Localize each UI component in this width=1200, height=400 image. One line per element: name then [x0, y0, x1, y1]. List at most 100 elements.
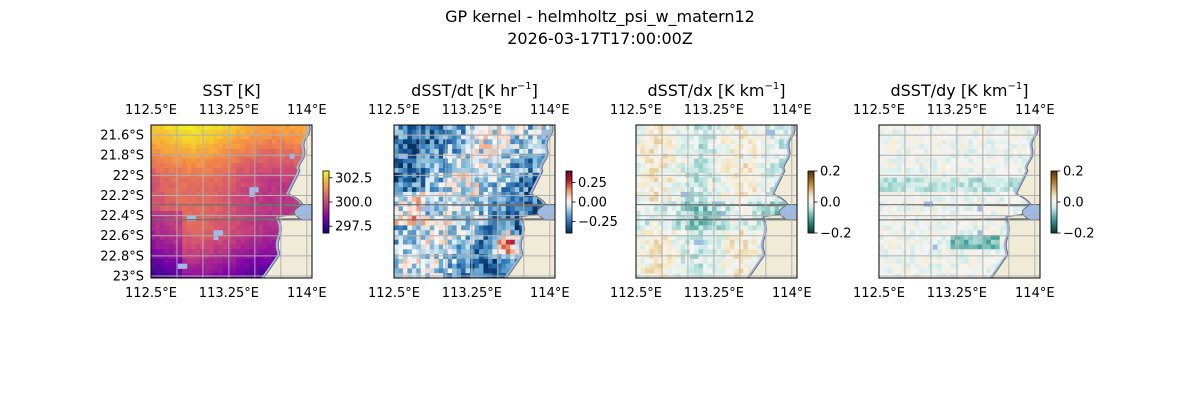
heatmap-cell: [222, 144, 228, 150]
heatmap-cell: [752, 177, 758, 183]
heatmap-cell: [738, 268, 744, 274]
heatmap-cell: [923, 220, 929, 226]
heatmap-cell: [155, 211, 161, 217]
heatmap-cell: [1022, 168, 1027, 174]
heatmap-cell: [941, 158, 947, 164]
colorbar-segment: [566, 210, 572, 213]
heatmap-cell: [671, 249, 677, 255]
heatmap-cell: [240, 230, 246, 236]
heatmap-cell: [425, 187, 431, 193]
heatmap-cell: [231, 244, 237, 250]
heatmap-cell: [514, 220, 520, 226]
colorbar-segment: [566, 183, 572, 186]
heatmap-cell: [474, 220, 480, 226]
heatmap-cell: [514, 196, 520, 202]
heatmap-cell: [483, 230, 489, 236]
heatmap-cell: [222, 254, 228, 260]
heatmap-cell: [483, 211, 489, 217]
heatmap-cell: [937, 148, 943, 155]
heatmap-cell: [892, 244, 898, 250]
heatmap-cell: [644, 144, 650, 150]
heatmap-cell: [262, 211, 268, 217]
heatmap-cell: [761, 225, 767, 231]
heatmap-cell: [474, 230, 480, 236]
heatmap-cell: [914, 230, 920, 236]
colorbar-segment: [1051, 179, 1057, 182]
heatmap-cell: [235, 158, 241, 164]
heatmap-cell: [905, 129, 911, 135]
heatmap-cell: [743, 196, 749, 202]
colorbar-segment: [323, 218, 329, 221]
heatmap-cell: [910, 249, 916, 255]
lon-tick-label-bottom: 113.25°E: [927, 286, 987, 301]
heatmap-cell: [887, 148, 893, 155]
colorbar-segment: [1051, 193, 1057, 197]
heatmap-cell: [204, 254, 210, 260]
heatmap-cell: [662, 196, 668, 202]
heatmap-cell: [972, 258, 978, 265]
heatmap-cell: [901, 230, 907, 236]
heatmap-cell: [972, 187, 978, 193]
heatmap-cell: [209, 234, 215, 241]
heatmap-cell: [222, 182, 228, 188]
colorbar-tick-label: −0.2: [1063, 227, 1095, 242]
heatmap-cell: [703, 230, 708, 236]
heatmap-cell: [240, 196, 246, 202]
heatmap-cell: [523, 187, 529, 193]
heatmap-cell: [914, 158, 920, 164]
heatmap-cell: [151, 230, 156, 236]
heatmap-cell: [959, 134, 965, 140]
heatmap-cell: [743, 263, 749, 269]
heatmap-cell: [514, 206, 520, 212]
heatmap-cell: [747, 206, 753, 212]
heatmap-cell: [747, 177, 753, 183]
colorbar-segment: [566, 177, 572, 180]
heatmap-cell: [747, 211, 753, 217]
heatmap-cell: [425, 125, 431, 131]
heatmap-cell: [416, 148, 422, 155]
heatmap-cell: [774, 177, 780, 183]
heatmap-cell: [452, 254, 458, 260]
heatmap-cell: [770, 134, 776, 140]
heatmap-cell: [249, 139, 255, 145]
heatmap-cell: [743, 129, 749, 135]
heatmap-cell: [496, 258, 502, 265]
heatmap-cell: [941, 268, 947, 274]
heatmap-cell: [402, 191, 408, 198]
heatmap-cell: [456, 163, 462, 169]
heatmap-cell: [496, 249, 502, 255]
heatmap-cell: [743, 211, 749, 217]
heatmap-cell: [470, 220, 475, 226]
heatmap-cell: [474, 211, 480, 217]
heatmap-cell: [182, 125, 188, 131]
heatmap-cell: [501, 230, 507, 236]
heatmap-cell: [478, 249, 484, 255]
heatmap-cell: [887, 239, 893, 245]
panel-3: dSST/dx [K km−1]112.5°E112.5°E113.25°E11…: [610, 81, 852, 301]
heatmap-cell: [905, 201, 911, 207]
colorbar-segment: [808, 173, 814, 176]
heatmap-cell: [478, 177, 484, 183]
heatmap-cell: [1017, 163, 1023, 169]
heatmap-cell: [703, 182, 708, 188]
colorbar-segment: [808, 175, 814, 178]
heatmap-cell: [420, 129, 426, 135]
heatmap-cell: [712, 249, 717, 255]
heatmap-cell: [289, 211, 295, 217]
heatmap-cell: [896, 182, 902, 188]
heatmap-cell: [756, 230, 762, 236]
heatmap-cell: [955, 129, 960, 135]
heatmap-cell: [972, 244, 978, 250]
heatmap-cell: [932, 187, 938, 193]
heatmap-cell: [955, 125, 960, 131]
heatmap-cell: [487, 196, 493, 202]
colorbar-segment: [808, 191, 814, 195]
heatmap-cell: [168, 158, 174, 164]
heatmap-cell: [680, 177, 686, 183]
heatmap-cell: [425, 153, 431, 159]
heatmap-cell: [636, 225, 641, 231]
heatmap-cell: [213, 254, 219, 260]
heatmap-cell: [280, 206, 286, 212]
heatmap-cell: [227, 239, 232, 245]
heatmap-cell: [950, 148, 956, 155]
